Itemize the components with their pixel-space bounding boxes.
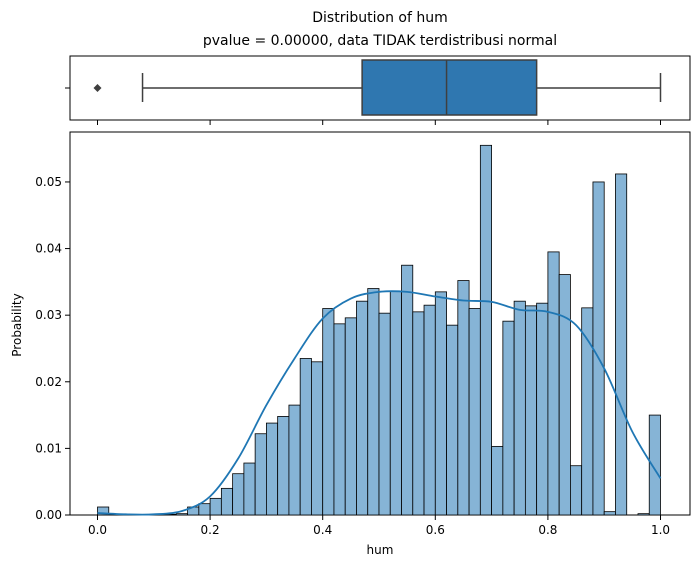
- y-axis-label: Probability: [10, 293, 24, 356]
- histogram-bar: [288, 404, 301, 516]
- histogram-bar: [479, 144, 492, 516]
- y-tick-label: 0.01: [35, 441, 62, 455]
- chart-title: Distribution of hum: [312, 10, 447, 26]
- histogram-bar: [232, 473, 245, 516]
- histogram-bar: [254, 433, 267, 516]
- histogram-bar: [311, 361, 324, 516]
- y-tick-label: 0.02: [35, 375, 62, 389]
- histogram-bar: [243, 462, 256, 516]
- x-axis-label: hum: [367, 543, 394, 557]
- histogram-bar: [344, 317, 357, 516]
- histogram-bar: [648, 414, 661, 516]
- histogram-bar: [457, 280, 470, 516]
- histogram-bar: [277, 416, 290, 516]
- histogram-bar: [603, 511, 616, 516]
- histogram-bar: [322, 308, 335, 516]
- histogram-bar: [524, 305, 538, 516]
- kde-line: [97, 290, 662, 516]
- histogram-bar: [412, 311, 425, 516]
- histogram-bar: [592, 181, 605, 516]
- histogram-bar: [265, 422, 279, 516]
- chart-subtitle: pvalue = 0.00000, data TIDAK terdistribu…: [203, 33, 557, 49]
- histogram-bar: [401, 264, 414, 516]
- histogram-bar: [547, 251, 560, 516]
- outlier-point: [93, 84, 102, 92]
- histogram-bar: [333, 323, 346, 516]
- histogram-panel: 0.0 0.2 0.4 0.6 0.8 1.0 0.00 0.01 0.02 0.03 0.04 0.…: [35, 131, 691, 537]
- histogram-bar: [536, 302, 549, 516]
- histogram-bar: [378, 312, 391, 516]
- x-tick-label: 0.6: [426, 523, 445, 537]
- iqr-box: [361, 59, 538, 116]
- histogram-bar: [423, 304, 436, 516]
- y-tick-label: 0.00: [35, 508, 62, 522]
- histogram-bar: [570, 465, 583, 516]
- histogram-bar: [198, 503, 211, 516]
- histogram-bar: [513, 300, 526, 516]
- histogram-bar: [220, 487, 234, 516]
- histogram-bar: [356, 300, 369, 516]
- histogram-bar: [389, 290, 402, 516]
- histogram-bar: [209, 497, 222, 516]
- histogram-bar: [468, 308, 481, 516]
- histogram-bar: [558, 274, 571, 516]
- y-tick-label: 0.05: [35, 175, 62, 189]
- boxplot-panel: [65, 55, 691, 125]
- x-tick-label: 0.2: [201, 523, 220, 537]
- histogram-bar: [299, 358, 312, 516]
- y-tick-label: 0.04: [35, 242, 62, 256]
- histogram-bar: [446, 324, 459, 516]
- x-tick-label: 0.8: [538, 523, 557, 537]
- histogram-bar: [175, 513, 188, 516]
- histogram-bar: [491, 445, 504, 516]
- histogram-bar: [637, 513, 650, 516]
- histogram-bar: [615, 173, 628, 516]
- histogram-bar: [97, 506, 110, 516]
- histogram-bar: [367, 288, 380, 516]
- x-tick-label: 0.4: [313, 523, 332, 537]
- histogram-bar: [434, 291, 447, 516]
- x-tick-label: 0.0: [88, 523, 107, 537]
- histogram-bar: [502, 320, 515, 516]
- y-tick-label: 0.03: [35, 308, 62, 322]
- x-tick-label: 1.0: [651, 523, 670, 537]
